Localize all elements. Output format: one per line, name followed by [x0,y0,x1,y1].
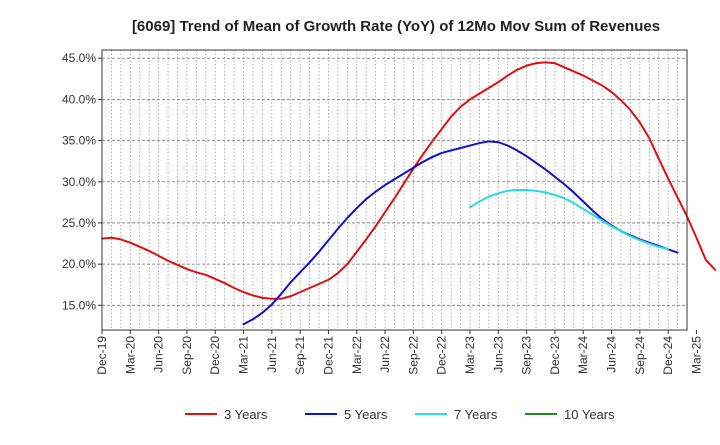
chart-title: [6069] Trend of Mean of Growth Rate (YoY… [132,18,660,35]
y-tick-label: 25.0% [62,216,96,230]
x-tick-label: Sep-22 [406,336,420,375]
x-tick-label: Dec-23 [548,336,562,375]
x-tick-label: Sep-23 [520,336,534,375]
series-line-5-years [242,140,679,326]
series-line-3-years [101,61,717,300]
y-tick-label: 20.0% [62,257,96,271]
x-tick-label: Dec-22 [435,336,449,375]
plot-frame [101,49,688,331]
x-tick-label: Sep-21 [293,336,307,375]
x-tick-label: Dec-21 [321,336,335,375]
x-tick-label: Sep-24 [633,336,647,375]
legend-label-7-years: 7 Years [454,407,498,422]
legend-label-10-years: 10 Years [564,407,615,422]
x-tick-label: Dec-20 [208,336,222,375]
x-tick-label: Jun-20 [152,336,166,373]
x-tick-label: Mar-24 [576,336,590,374]
x-tick-label: Jun-21 [265,336,279,373]
y-tick-label: 15.0% [62,298,96,312]
legend-label-5-years: 5 Years [344,407,388,422]
x-tick-label: Mar-23 [463,336,477,374]
x-tick-label: Dec-19 [95,336,109,375]
x-tick-label: Sep-20 [180,336,194,375]
y-tick-label: 40.0% [62,92,96,106]
legend-label-3-years: 3 Years [224,407,268,422]
x-tick-label: Mar-25 [689,336,703,374]
x-tick-label: Jun-22 [378,336,392,373]
y-tick-label: 45.0% [62,51,96,65]
x-tick-label: Mar-22 [350,336,364,374]
series-line-7-years [468,189,670,251]
x-tick-label: Dec-24 [661,336,675,375]
y-tick-label: 35.0% [62,134,96,148]
x-tick-label: Mar-21 [237,336,251,374]
x-tick-label: Jun-24 [605,336,619,373]
y-tick-label: 30.0% [62,175,96,189]
x-tick-label: Jun-23 [491,336,505,373]
x-tick-label: Mar-20 [123,336,137,374]
